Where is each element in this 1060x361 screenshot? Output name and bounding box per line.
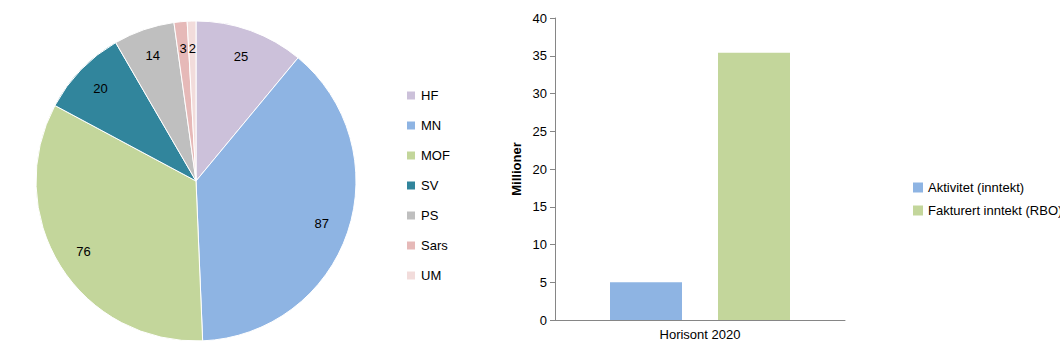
svg-text:76: 76 — [76, 244, 90, 259]
svg-text:MN: MN — [421, 118, 441, 133]
svg-text:HF: HF — [421, 88, 438, 103]
svg-text:87: 87 — [315, 216, 329, 231]
svg-text:PS: PS — [421, 208, 439, 223]
svg-text:35: 35 — [533, 48, 547, 63]
svg-text:Millioner: Millioner — [509, 142, 524, 195]
svg-text:25: 25 — [533, 124, 547, 139]
svg-text:15: 15 — [533, 199, 547, 214]
svg-text:UM: UM — [421, 268, 441, 283]
svg-text:Horisont 2020: Horisont 2020 — [660, 327, 741, 342]
svg-text:0: 0 — [540, 313, 547, 328]
svg-text:5: 5 — [540, 275, 547, 290]
svg-text:40: 40 — [533, 11, 547, 26]
svg-text:10: 10 — [533, 237, 547, 252]
svg-text:20: 20 — [93, 81, 107, 96]
svg-text:2: 2 — [189, 41, 196, 56]
svg-text:MOF: MOF — [421, 148, 450, 163]
svg-text:Aktivitet (inntekt): Aktivitet (inntekt) — [928, 180, 1024, 195]
svg-text:SV: SV — [421, 178, 439, 193]
svg-text:14: 14 — [145, 48, 159, 63]
svg-text:30: 30 — [533, 86, 547, 101]
svg-text:3: 3 — [180, 41, 187, 56]
svg-text:20: 20 — [533, 162, 547, 177]
svg-text:25: 25 — [234, 49, 248, 64]
svg-text:Sars: Sars — [421, 238, 448, 253]
svg-text:Fakturert inntekt (RBO): Fakturert inntekt (RBO) — [928, 203, 1060, 218]
